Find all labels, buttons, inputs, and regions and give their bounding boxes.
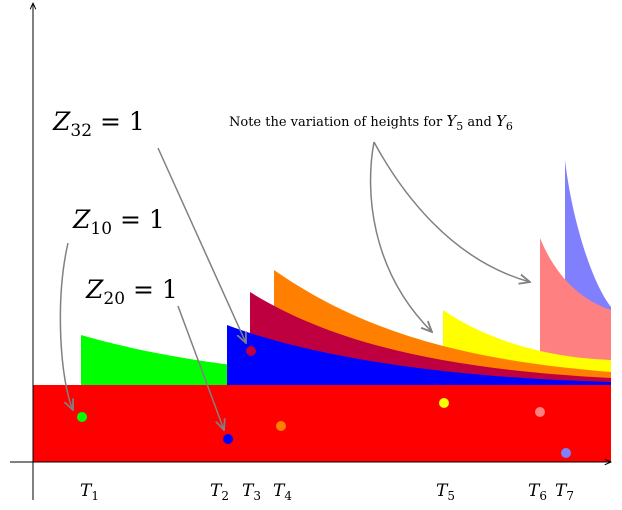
lavender-event-dot: [561, 448, 571, 458]
note-arrow-y6: [373, 141, 530, 282]
base-red-band: [33, 385, 611, 462]
z10-label: Z10 = 1: [72, 205, 165, 239]
tick-label-t3: T3: [242, 481, 261, 503]
z32-label: Z32 = 1: [52, 107, 145, 141]
z20-arrow: [177, 305, 224, 430]
tick-label-t2: T2: [210, 481, 229, 503]
height-variation-note: Note the variation of heights for Y5 and…: [229, 112, 513, 133]
crimson-event-dot: [246, 346, 256, 356]
z32-arrow: [157, 147, 246, 343]
yellow-event-dot: [439, 398, 449, 408]
z10-arrow: [59, 242, 73, 410]
tick-label-t1: T1: [80, 481, 99, 503]
green-event-dot: [77, 412, 87, 422]
pink-event-dot: [535, 407, 545, 417]
tick-label-t6: T6: [528, 481, 547, 503]
pink-decay-region: [540, 238, 611, 385]
note-arrow-y5: [369, 141, 432, 332]
blue-decay-region: [227, 325, 611, 385]
tick-label-t7: T7: [555, 481, 574, 503]
tick-label-t4: T4: [273, 481, 292, 503]
blue-event-dot: [223, 434, 233, 444]
green-decay-region: [81, 335, 611, 385]
tick-label-t5: T5: [436, 481, 455, 503]
z20-label: Z20 = 1: [85, 275, 178, 309]
orange-event-dot: [276, 421, 286, 431]
